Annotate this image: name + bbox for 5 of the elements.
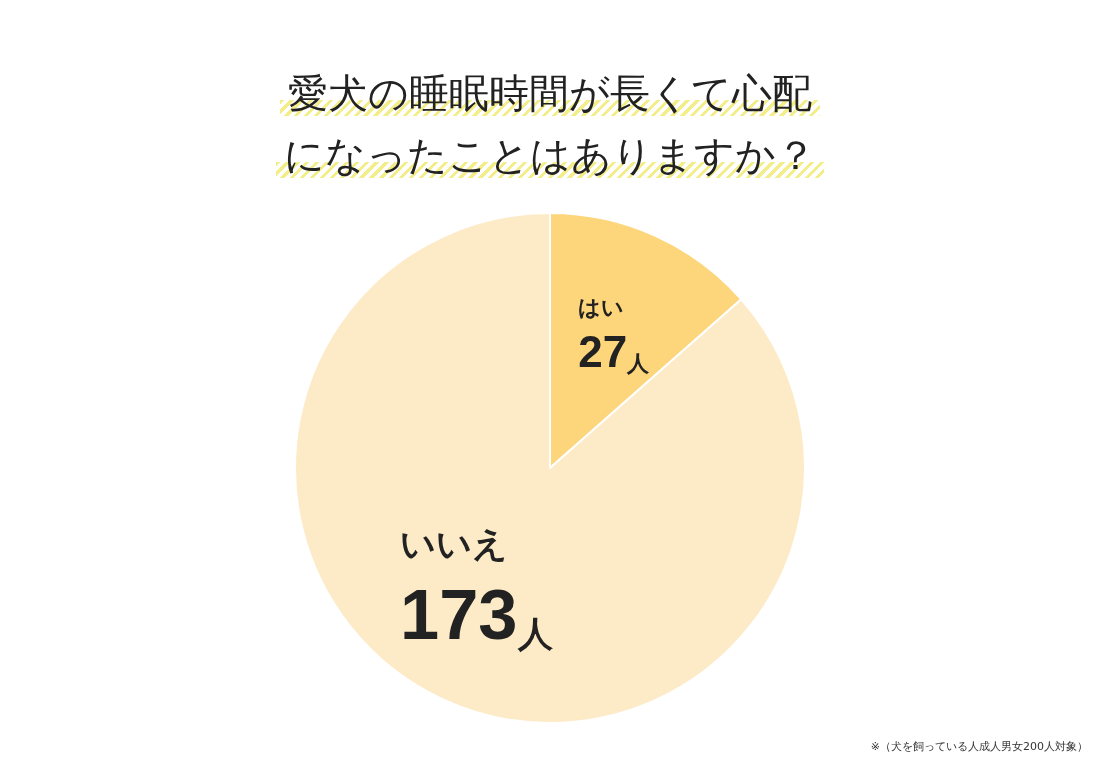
text: ※（犬を飼っている人成人男女200人対象）	[870, 739, 1088, 754]
slice-label: いいえ	[400, 524, 509, 564]
slice-label: はい	[578, 294, 625, 320]
data-label: 173人	[400, 574, 554, 654]
chart-title: 愛犬の睡眠時間が長くて心配になったことはありますか？	[276, 70, 824, 178]
